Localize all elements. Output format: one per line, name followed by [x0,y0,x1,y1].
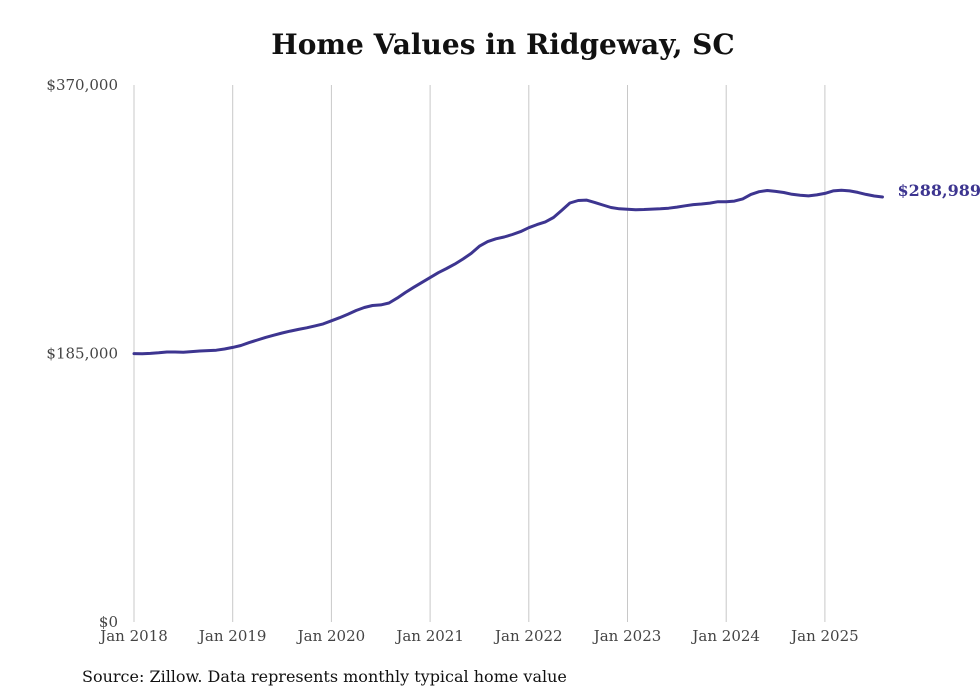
source-note: Source: Zillow. Data represents monthly … [82,667,567,686]
x-tick-label: Jan 2019 [197,627,267,645]
x-tick-label: Jan 2024 [690,627,760,645]
x-axis-ticks: Jan 2018 Jan 2019 Jan 2020 Jan 2021 Jan 2022… [98,627,858,645]
y-tick-label: $370,000 [46,76,118,94]
x-tick-label: Jan 2018 [98,627,168,645]
y-tick-label: $185,000 [46,345,118,363]
series-line-home-value [132,188,884,356]
x-tick-label: Jan 2025 [789,627,859,645]
y-axis-ticks: $0 $185,000 $370,000 [46,76,118,631]
chart-title: Home Values in Ridgeway, SC [271,28,735,61]
end-value-label: $288,989 [897,181,980,200]
vertical-grid [133,85,826,622]
y-tick-label: $0 [99,613,118,631]
x-tick-label: Jan 2020 [296,627,366,645]
x-tick-label: Jan 2021 [394,627,464,645]
x-tick-label: Jan 2022 [493,627,563,645]
x-tick-label: Jan 2023 [592,627,662,645]
